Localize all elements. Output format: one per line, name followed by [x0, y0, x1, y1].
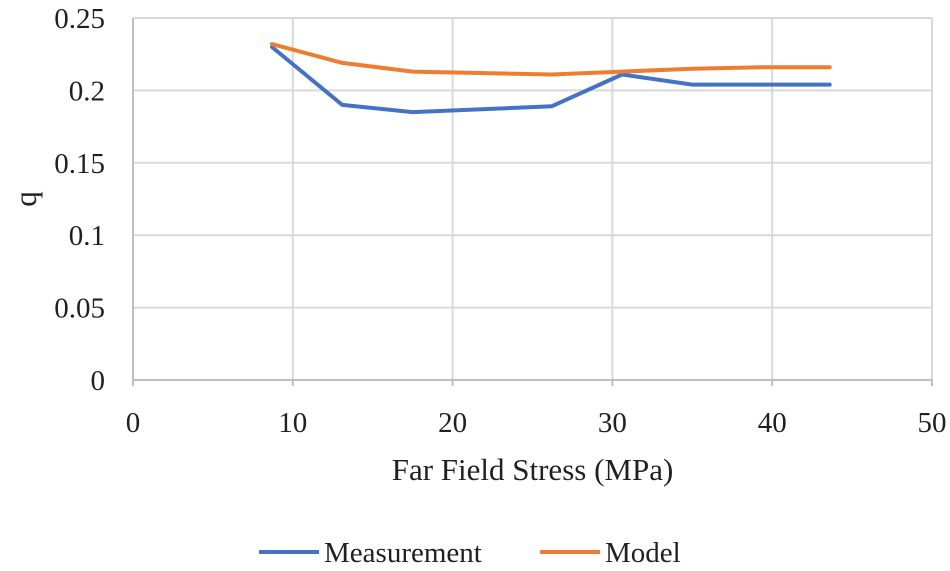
x-tick-label-30: 30: [598, 407, 627, 439]
x-tick-label-50: 50: [918, 407, 947, 439]
y-tick-label-0.15: 0.15: [54, 148, 105, 180]
series-layer: [270, 42, 832, 115]
x-tick-label-10: 10: [278, 407, 307, 439]
legend-label-measurement: Measurement: [324, 537, 482, 569]
y-tick-label-0.1: 0.1: [69, 220, 105, 252]
y-tick-label-0.05: 0.05: [54, 293, 105, 325]
y-tick-label-0.25: 0.25: [54, 3, 105, 35]
legend: Measurement Model: [259, 537, 681, 569]
tick-label-layer: 0 10 20 30 40 50 0 0.05 0.1 0.15 0.2 0.25: [54, 3, 946, 439]
x-axis-title: Far Field Stress (MPa): [392, 452, 674, 487]
legend-label-model: Model: [605, 537, 681, 569]
y-axis-title: q: [8, 191, 43, 207]
x-tick-label-0: 0: [126, 407, 141, 439]
x-tick-label-40: 40: [758, 407, 787, 439]
y-tick-label-0.2: 0.2: [69, 75, 105, 107]
y-tick-label-0: 0: [91, 365, 106, 397]
axis-layer: [132, 18, 933, 386]
x-tick-label-20: 20: [438, 407, 467, 439]
series-line-measurement: [270, 45, 832, 115]
series-line-model: [270, 42, 832, 77]
